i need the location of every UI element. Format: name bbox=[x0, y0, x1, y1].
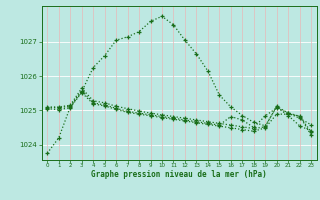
X-axis label: Graphe pression niveau de la mer (hPa): Graphe pression niveau de la mer (hPa) bbox=[91, 170, 267, 179]
